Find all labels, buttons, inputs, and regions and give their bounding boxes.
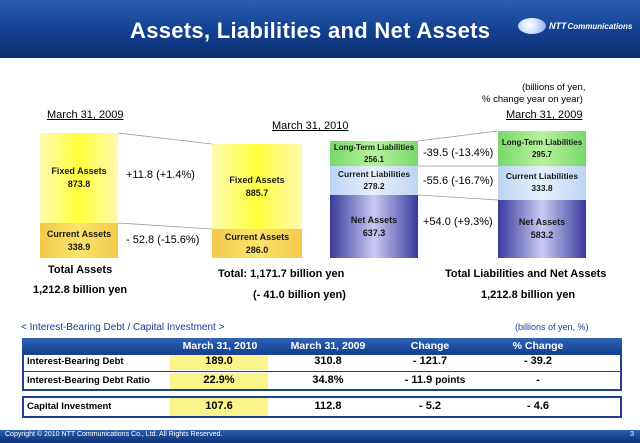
footer-bar: Copyright © 2010 NTT Communications Co.,… — [0, 430, 640, 443]
cell-ratio-pct: - — [536, 374, 540, 386]
label: Long-Term Liabilities — [333, 143, 415, 153]
bar-long-term-liabilities-2010: Long-Term Liabilities 256.1 — [330, 141, 418, 166]
total-2010-label: Total: 1,171.7 billion yen — [218, 268, 345, 280]
bar-current-assets-2010: Current Assets 286.0 — [212, 229, 302, 258]
table-header-bar — [22, 338, 622, 354]
cell-debt-2010: 189.0 — [205, 355, 233, 367]
change-net-assets: +54.0 (+9.3%) — [423, 216, 493, 228]
cell-debt-pct: - 39.2 — [523, 355, 553, 367]
copyright: Copyright © 2010 NTT Communications Co.,… — [5, 431, 223, 438]
table-section-title: < Interest-Bearing Debt / Capital Invest… — [21, 322, 225, 333]
label: Fixed Assets — [51, 166, 107, 177]
col-header-change: Change — [410, 340, 450, 352]
label: Long-Term Liabilities — [501, 138, 583, 148]
label: Current Assets — [46, 228, 112, 239]
cell-ratio-2010: 22.9% — [203, 374, 235, 386]
page-number: 3 — [630, 431, 634, 438]
total-liab-label: Total Liabilities and Net Assets — [445, 268, 607, 280]
row-label-debt-ratio: Interest-Bearing Debt Ratio — [27, 375, 150, 386]
label: Net Assets — [350, 214, 398, 225]
total-assets-value: 1,212.8 billion yen — [33, 284, 128, 296]
bar-current-liabilities-2009: Current Liabilities 333.8 — [498, 166, 586, 200]
label: Current Assets — [224, 231, 290, 242]
table-unit-note: (billions of yen, %) — [515, 322, 589, 332]
row-label-capex: Capital Investment — [27, 401, 112, 412]
row-label-debt: Interest-Bearing Debt — [27, 356, 124, 367]
total-2010-change: (- 41.0 billion yen) — [253, 289, 346, 301]
value: 256.1 — [363, 154, 385, 164]
highlight-2010-row1 — [170, 355, 268, 370]
cell-capex-pct: - 4.6 — [526, 400, 549, 412]
unit-note-2: % change year on year) — [482, 94, 583, 105]
cell-ratio-change: - 11.9 points — [380, 374, 490, 386]
bar-net-assets-2009: Net Assets 583.2 — [498, 200, 586, 258]
bar-net-assets-2010: Net Assets 637.3 — [330, 195, 418, 258]
date-left: March 31, 2009 — [47, 109, 124, 121]
total-assets-label: Total Assets — [48, 264, 113, 276]
total-liab-value: 1,212.8 billion yen — [481, 289, 576, 301]
table-frame-top — [22, 353, 622, 391]
value: 583.2 — [530, 230, 554, 240]
ratio-change-value: - 11.9 — [404, 374, 433, 386]
value: 286.0 — [245, 244, 269, 255]
bar-current-assets-2009: Current Assets 338.9 — [40, 223, 118, 258]
value: 338.9 — [67, 241, 91, 252]
ratio-change-suffix: points — [435, 375, 466, 386]
cell-capex-change: - 5.2 — [418, 400, 441, 412]
value: 333.8 — [531, 183, 553, 193]
change-long-term-liabilities: -39.5 (-13.4%) — [423, 147, 494, 159]
cell-capex-2010: 107.6 — [205, 400, 233, 412]
label: Fixed Assets — [229, 174, 285, 185]
value: 885.7 — [245, 187, 269, 198]
highlight-2010-row2 — [170, 373, 268, 389]
unit-note-1: (billions of yen, — [522, 82, 586, 93]
row-divider — [22, 371, 622, 372]
cell-debt-2009: 310.8 — [314, 355, 342, 367]
col-header-pct-change: % Change — [512, 340, 564, 352]
bar-long-term-liabilities-2009: Long-Term Liabilities 295.7 — [498, 131, 586, 166]
col-header-2009: March 31, 2009 — [290, 340, 366, 352]
cell-capex-2009: 112.8 — [314, 400, 342, 412]
bar-fixed-assets-2010: Fixed Assets 885.7 — [212, 144, 302, 229]
value: 873.8 — [67, 179, 91, 189]
label: Current Liabilities — [337, 168, 411, 179]
value: 278.2 — [363, 180, 385, 191]
bar-current-liabilities-2010: Current Liabilities 278.2 — [330, 166, 418, 195]
globe-icon — [518, 18, 546, 34]
label: Net Assets — [518, 217, 566, 228]
label: Current Liabilities — [505, 171, 579, 182]
cell-debt-change: - 121.7 — [412, 355, 448, 367]
value: 295.7 — [531, 149, 553, 159]
date-middle: March 31, 2010 — [272, 120, 349, 132]
cell-ratio-2009: 34.8% — [312, 374, 344, 386]
ntt-logo: NTT Communications — [518, 18, 632, 34]
highlight-2010-row3 — [170, 398, 268, 416]
change-current-assets: - 52.8 (-15.6%) — [126, 234, 200, 246]
bar-fixed-assets-2009: Fixed Assets 873.8 — [40, 133, 118, 223]
change-fixed-assets: +11.8 (+1.4%) — [126, 169, 195, 181]
col-header-2010: March 31, 2010 — [182, 340, 258, 352]
page-title: Assets, Liabilities and Net Assets — [130, 18, 491, 43]
logo-text: NTT — [549, 21, 567, 31]
logo-sub: Communications — [567, 21, 633, 31]
value: 637.3 — [362, 227, 386, 238]
change-current-liabilities: -55.6 (-16.7%) — [423, 175, 494, 187]
date-right: March 31, 2009 — [506, 109, 583, 121]
header-bar: Assets, Liabilities and Net Assets NTT C… — [0, 0, 640, 58]
